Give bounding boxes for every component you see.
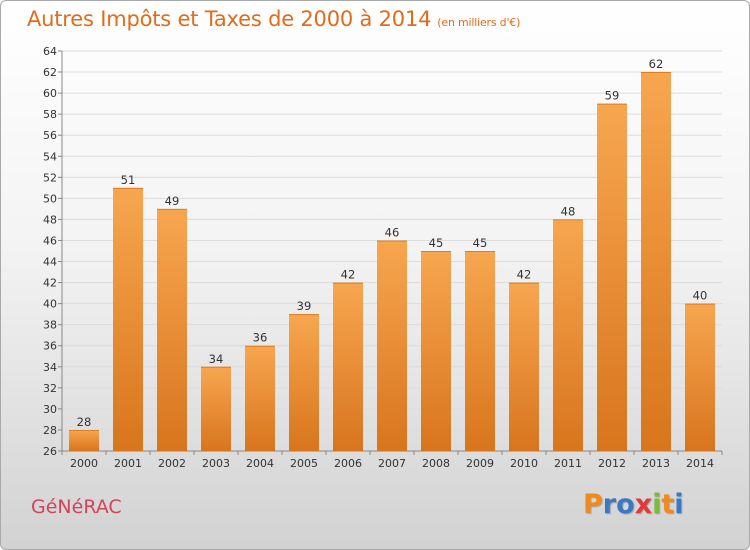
logo-letter: o xyxy=(616,489,635,520)
bars xyxy=(69,72,715,451)
proxiti-logo: Proxiti xyxy=(583,489,693,525)
x-tick-label-2009: 2009 xyxy=(466,457,494,470)
data-label-2013: 62 xyxy=(649,57,664,71)
bar-2001 xyxy=(113,187,143,451)
data-label-2009: 45 xyxy=(473,236,488,250)
data-label-2012: 59 xyxy=(605,89,620,103)
y-tick-label: 42 xyxy=(43,277,57,290)
bar-2009 xyxy=(465,251,495,451)
bar-2006 xyxy=(333,282,363,451)
bar-2004 xyxy=(245,345,275,451)
y-tick-label: 38 xyxy=(43,319,57,332)
x-tick-label-2011: 2011 xyxy=(554,457,582,470)
bar-2011 xyxy=(553,219,583,451)
data-label-2014: 40 xyxy=(693,289,708,303)
data-label-2001: 51 xyxy=(121,173,136,187)
data-label-2006: 42 xyxy=(341,268,356,282)
data-label-2002: 49 xyxy=(165,194,180,208)
x-tick-label-2002: 2002 xyxy=(158,457,186,470)
bar-2012 xyxy=(597,103,627,451)
y-tick-labels: 26 28 30 32 34 36 38 40 42 44 46 48 50 52 54 56 58 60 62 64 xyxy=(43,45,57,458)
y-tick-label: 50 xyxy=(43,192,57,205)
bar-2014 xyxy=(685,303,715,451)
x-tick-label-2003: 2003 xyxy=(202,457,230,470)
y-tick-label: 40 xyxy=(43,298,57,311)
bar-2010 xyxy=(509,282,539,451)
logo-letter: i xyxy=(674,489,684,520)
bar-2007 xyxy=(377,240,407,451)
chart-title: Autres Impôts et Taxes de 2000 à 2014 (en… xyxy=(27,7,520,31)
x-tick-label-2008: 2008 xyxy=(422,457,450,470)
commune-name: GéNéRAC xyxy=(31,496,122,518)
bar-2003 xyxy=(201,366,231,451)
x-tick-label-2010: 2010 xyxy=(510,457,538,470)
logo-letter: r xyxy=(602,489,617,520)
logo-letter: t xyxy=(661,489,675,520)
y-tick-label: 48 xyxy=(43,213,57,226)
x-tick-label-2007: 2007 xyxy=(378,457,406,470)
data-labels: 28 51 49 34 36 39 42 46 45 45 42 48 59 62 40 xyxy=(77,57,708,429)
y-tick-label: 44 xyxy=(43,256,57,269)
data-label-2005: 39 xyxy=(297,299,312,313)
y-tick-label: 28 xyxy=(43,424,57,437)
y-tick-label: 62 xyxy=(43,66,57,79)
y-tick-label: 60 xyxy=(43,87,57,100)
x-tick-labels: 2000 2001 2002 2003 2004 2005 2006 2007 2008 2009… xyxy=(70,457,714,470)
x-tick-label-2000: 2000 xyxy=(70,457,98,470)
bar-2005 xyxy=(289,314,319,451)
logo-letter: P xyxy=(583,489,603,520)
x-tick-label-2001: 2001 xyxy=(114,457,142,470)
y-tick-label: 30 xyxy=(43,403,57,416)
bar-2008 xyxy=(421,251,451,451)
y-tick-label: 46 xyxy=(43,234,57,247)
x-tick-label-2006: 2006 xyxy=(334,457,362,470)
y-tick-label: 58 xyxy=(43,108,57,121)
logo-letter: x xyxy=(634,489,653,520)
x-tick-label-2012: 2012 xyxy=(598,457,626,470)
data-label-2011: 48 xyxy=(561,204,576,218)
data-label-2003: 34 xyxy=(209,352,224,366)
x-tick-label-2005: 2005 xyxy=(290,457,318,470)
y-tick-label: 26 xyxy=(43,445,57,458)
x-tick-label-2013: 2013 xyxy=(642,457,670,470)
y-tick-label: 34 xyxy=(43,361,57,374)
x-tick-label-2014: 2014 xyxy=(686,457,714,470)
chart-title-main: Autres Impôts et Taxes de 2000 à 2014 xyxy=(27,7,432,31)
data-label-2008: 45 xyxy=(429,236,444,250)
data-label-2000: 28 xyxy=(77,415,92,429)
chart-title-unit: (en milliers d'€) xyxy=(437,16,521,29)
y-tick-label: 54 xyxy=(43,150,57,163)
data-label-2010: 42 xyxy=(517,268,532,282)
bar-2013 xyxy=(641,72,671,451)
x-tick-label-2004: 2004 xyxy=(246,457,274,470)
bar-2002 xyxy=(157,208,187,451)
y-tick-label: 56 xyxy=(43,129,57,142)
data-label-2004: 36 xyxy=(253,331,268,345)
data-label-2007: 46 xyxy=(385,225,400,239)
y-tick-label: 32 xyxy=(43,382,57,395)
logo-letter: i xyxy=(652,489,662,520)
y-tick-label: 52 xyxy=(43,171,57,184)
y-tick-label: 36 xyxy=(43,340,57,353)
y-tick-label: 64 xyxy=(43,45,57,58)
bar-2000 xyxy=(69,429,99,451)
